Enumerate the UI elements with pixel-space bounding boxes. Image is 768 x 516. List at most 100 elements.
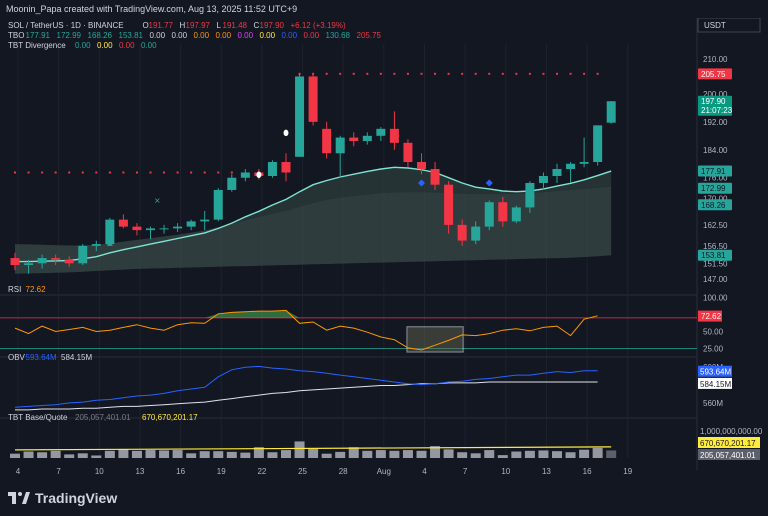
resistance-dot <box>488 72 491 75</box>
candle[interactable] <box>498 202 508 222</box>
candle[interactable] <box>444 184 454 225</box>
candle[interactable] <box>552 169 562 176</box>
volume-bar <box>118 449 129 458</box>
price-tag <box>698 182 732 194</box>
time-axis-label: 7 <box>56 467 61 476</box>
volume-bar <box>10 453 20 458</box>
candle[interactable] <box>24 263 34 266</box>
tbo-value: 0.00 <box>260 31 276 40</box>
candle[interactable] <box>213 189 223 220</box>
candle[interactable] <box>457 224 467 241</box>
support-dot <box>190 171 193 174</box>
candle[interactable] <box>308 76 318 122</box>
candle[interactable] <box>78 245 88 264</box>
candle[interactable] <box>593 125 603 163</box>
candle[interactable] <box>538 175 548 183</box>
volume-bar <box>91 455 102 458</box>
volume-ma-line <box>14 446 612 451</box>
resistance-dot <box>569 72 572 75</box>
candle[interactable] <box>37 258 47 264</box>
candle[interactable] <box>430 169 440 185</box>
resistance-dot <box>366 72 369 75</box>
rsi-axis-label: 50.00 <box>703 328 724 337</box>
rsi-pane[interactable] <box>0 309 697 353</box>
tbo-value: 0.00 <box>172 31 188 40</box>
volume-pane[interactable] <box>10 441 617 458</box>
volume-bar <box>64 454 75 458</box>
volume-bar <box>524 450 535 458</box>
obv-legend-value: 584.15M <box>61 353 92 362</box>
price-axis[interactable]: 210.00 200.00 192.00 184.00 176.00 170.00 162.… <box>697 18 763 460</box>
candle[interactable] <box>335 137 345 154</box>
volume-bar <box>159 450 170 458</box>
candle[interactable] <box>376 128 386 136</box>
candle[interactable] <box>389 128 399 143</box>
candle[interactable] <box>417 162 426 169</box>
resistance-dot <box>325 72 328 75</box>
price-tag <box>698 95 732 116</box>
obv-pane[interactable] <box>14 365 598 411</box>
price-axis-label: 156.50 <box>703 242 728 251</box>
ohlc-value: 197.90 <box>260 21 285 30</box>
candle[interactable] <box>200 219 210 222</box>
price-axis-label: 176.00 <box>703 174 728 183</box>
candle[interactable] <box>105 219 115 245</box>
candle[interactable] <box>322 128 332 154</box>
obv-axis-label: 560M <box>703 399 723 408</box>
candle[interactable] <box>281 162 291 173</box>
candle[interactable] <box>295 76 305 157</box>
resistance-dot <box>420 72 423 75</box>
candle[interactable] <box>173 226 183 229</box>
candle[interactable] <box>146 228 155 231</box>
candle[interactable] <box>227 177 237 190</box>
candle[interactable] <box>579 162 589 164</box>
candle[interactable] <box>511 207 521 222</box>
candle[interactable] <box>91 244 101 246</box>
price-pane[interactable]: × <box>10 72 616 274</box>
tbo-fast-line <box>15 166 612 263</box>
candle[interactable] <box>484 202 494 227</box>
candle[interactable] <box>64 259 74 264</box>
time-axis-label: 4 <box>422 467 427 476</box>
candle[interactable] <box>159 228 169 230</box>
tbo-value: 168.26 <box>88 31 113 40</box>
ohlc-key: C <box>254 21 260 30</box>
candle[interactable] <box>240 172 250 178</box>
time-axis-label: 10 <box>95 467 104 476</box>
candle[interactable] <box>606 101 616 123</box>
price-axis-label: 162.50 <box>703 221 728 230</box>
ohlc-key: L <box>217 21 222 30</box>
volume-bar <box>37 452 48 458</box>
time-axis-label: 13 <box>135 467 144 476</box>
time-axis-label: Aug <box>377 467 391 476</box>
support-dot <box>108 171 111 174</box>
volume-bar <box>199 451 210 458</box>
price-axis-label: 192.00 <box>703 118 728 127</box>
candle[interactable] <box>118 219 128 227</box>
candle[interactable] <box>186 221 196 227</box>
candle[interactable] <box>362 135 372 142</box>
tradingview-logo[interactable]: TradingView <box>8 490 117 506</box>
candle[interactable] <box>525 182 535 208</box>
volume-bar <box>362 450 373 458</box>
time-axis[interactable]: 4 7 10 13 16 19 22 25 28 Aug 4 7 10 13 16 19 <box>16 467 633 476</box>
price-tag <box>698 249 732 261</box>
volume-ma-tag <box>698 437 760 448</box>
candle[interactable] <box>10 258 20 266</box>
support-dot <box>54 171 57 174</box>
candle[interactable] <box>403 142 413 163</box>
tbo-value: 172.99 <box>57 31 82 40</box>
currency-selector[interactable] <box>697 18 761 33</box>
candle[interactable] <box>349 137 359 142</box>
candle[interactable] <box>566 163 576 169</box>
candle[interactable] <box>132 226 142 231</box>
signal-dot-marker <box>283 129 289 137</box>
candle[interactable] <box>267 162 277 176</box>
support-dot <box>135 171 138 174</box>
time-axis-label: 19 <box>217 467 226 476</box>
time-axis-label: 7 <box>463 467 468 476</box>
candle[interactable] <box>51 258 61 260</box>
support-dot <box>41 171 44 174</box>
chart-area[interactable]: × 210.00200.00192.00184.00176.00170.0016… <box>0 18 768 482</box>
candle[interactable] <box>471 226 481 241</box>
